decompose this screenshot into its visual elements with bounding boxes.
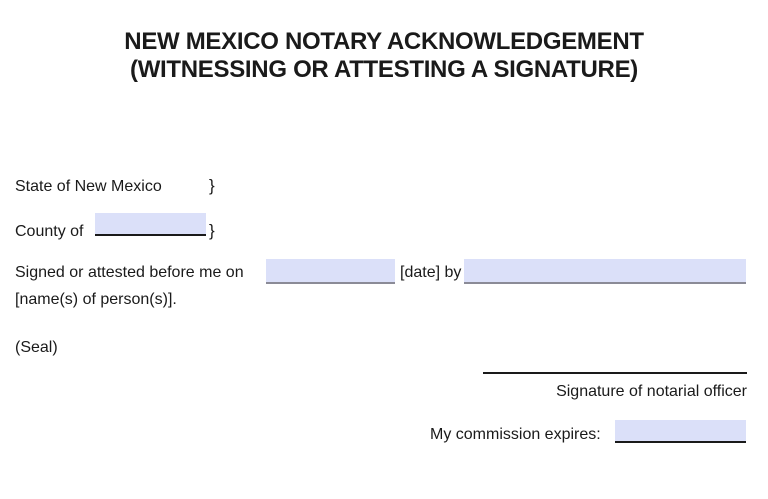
statement-suffix: [name(s) of person(s)].	[15, 291, 177, 308]
commission-expiry-field[interactable]	[615, 420, 746, 443]
signature-line	[483, 372, 747, 374]
document-title-line2: (WITNESSING OR ATTESTING A SIGNATURE)	[130, 56, 638, 83]
statement-mid: [date] by	[400, 264, 462, 281]
state-label: State of New Mexico	[15, 178, 162, 195]
seal-label: (Seal)	[15, 339, 58, 356]
county-field[interactable]	[95, 213, 206, 236]
commission-label: My commission expires:	[430, 426, 601, 443]
county-brace: }	[209, 221, 215, 240]
statement-prefix: Signed or attested before me on	[15, 264, 244, 281]
county-label: County of	[15, 223, 84, 240]
document-title: NEW MEXICO NOTARY ACKNOWLEDGEMENT (WITNE…	[0, 28, 768, 84]
state-brace: }	[209, 176, 215, 195]
document-title-line1: NEW MEXICO NOTARY ACKNOWLEDGEMENT	[124, 28, 644, 55]
date-field[interactable]	[266, 259, 395, 284]
signature-caption: Signature of notarial officer	[556, 383, 747, 400]
names-field[interactable]	[464, 259, 746, 284]
